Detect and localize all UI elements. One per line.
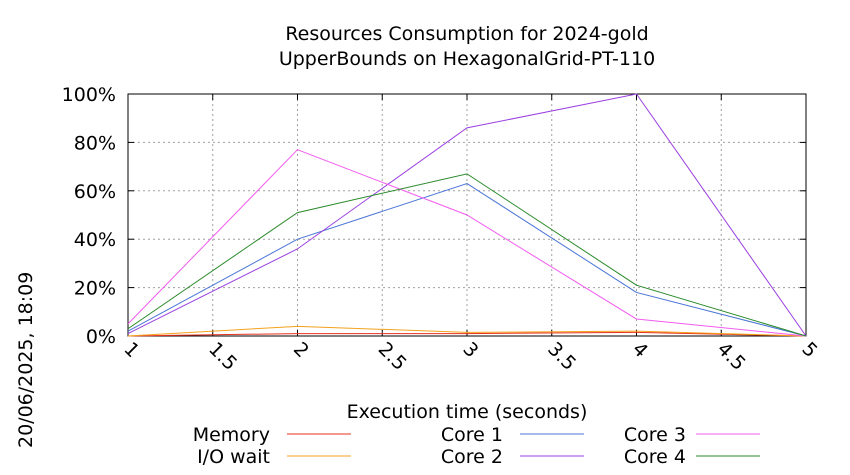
- series-line-core-4: [127, 173, 807, 337]
- series-line-i-o-wait: [127, 325, 807, 337]
- legend-label: I/O wait: [197, 446, 270, 468]
- chart-title-line-1: Resources Consumption for 2024-gold: [285, 23, 648, 45]
- series-line-core-1: [127, 182, 807, 337]
- series-line-core-3: [127, 149, 807, 337]
- x-axis-label: Execution time (seconds): [347, 401, 588, 423]
- y-tick-label: 80%: [74, 132, 116, 154]
- y-tick-label: 0%: [86, 326, 116, 348]
- x-tick-label: 4: [628, 338, 652, 362]
- y-axis-ticks: 0% 20% 40% 60% 80% 100%: [62, 84, 806, 348]
- legend-label: Memory: [193, 424, 270, 446]
- legend-label: Core 1: [441, 424, 503, 446]
- series-line-memory: [127, 331, 807, 337]
- legend-label: Core 3: [624, 424, 686, 446]
- legend-label: Core 4: [624, 446, 686, 468]
- x-tick-label: 3: [458, 338, 482, 362]
- y-tick-label: 100%: [62, 84, 116, 106]
- x-tick-label: 2: [289, 338, 313, 362]
- y-tick-label: 20%: [74, 278, 116, 300]
- x-tick-label: 1: [119, 338, 143, 362]
- x-tick-label: 5: [797, 338, 821, 362]
- series-lines: [127, 93, 807, 337]
- legend-label: Core 2: [441, 446, 503, 468]
- x-tick-label: 2.5: [374, 338, 411, 375]
- timestamp: 20/06/2025, 18:09: [15, 272, 37, 448]
- chart-title-line-2: UpperBounds on HexagonalGrid-PT-110: [279, 48, 655, 70]
- series-line-core-2: [127, 93, 807, 337]
- x-tick-label: 1.5: [204, 338, 241, 375]
- x-tick-label: 4.5: [713, 338, 750, 375]
- y-tick-label: 40%: [74, 229, 116, 251]
- y-tick-label: 60%: [74, 181, 116, 203]
- x-tick-label: 3.5: [543, 338, 580, 375]
